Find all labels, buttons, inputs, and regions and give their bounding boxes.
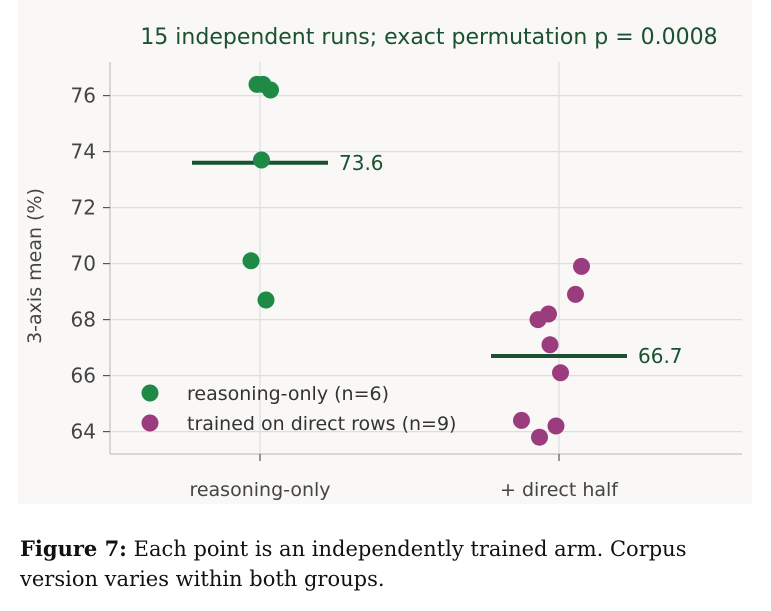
data-point (552, 364, 569, 382)
legend-marker (141, 384, 159, 402)
data-point (531, 428, 548, 446)
figure-caption: Figure 7: Each point is an independently… (20, 534, 755, 594)
data-point (257, 291, 275, 309)
y-tick-label: 76 (71, 84, 96, 108)
data-point (567, 285, 584, 303)
data-point (253, 151, 270, 169)
legend-label: trained on direct rows (n=9) (187, 413, 456, 435)
data-point (513, 411, 530, 429)
data-point (541, 336, 559, 354)
x-tick-label: reasoning-only (189, 479, 330, 501)
data-point (573, 257, 590, 275)
y-tick-label: 72 (71, 196, 96, 220)
caption-text: Each point is an independently trained a… (20, 537, 687, 591)
y-tick-label: 70 (71, 252, 96, 276)
chart-title: 15 independent runs; exact permutation p… (140, 25, 717, 50)
x-tick-label: + direct half (500, 479, 619, 501)
data-point (547, 417, 565, 435)
y-tick-label: 66 (71, 364, 96, 388)
y-tick-label: 68 (71, 308, 96, 332)
data-point (262, 81, 279, 99)
y-tick-label: 74 (71, 140, 96, 164)
caption-label: Figure 7: (20, 536, 127, 561)
y-axis-label: 3-axis mean (%) (24, 188, 46, 344)
legend-label: reasoning-only (n=6) (187, 383, 389, 405)
chart-plot: 64 66 68 70 72 74 76 reasoning-only + direct hal… (18, 0, 752, 504)
data-point (242, 252, 260, 270)
data-point (529, 311, 547, 329)
mean-label: 66.7 (638, 344, 683, 368)
legend-marker (141, 414, 159, 432)
mean-label: 73.6 (339, 151, 384, 175)
figure-background (18, 0, 752, 504)
y-tick-label: 64 (71, 420, 96, 444)
